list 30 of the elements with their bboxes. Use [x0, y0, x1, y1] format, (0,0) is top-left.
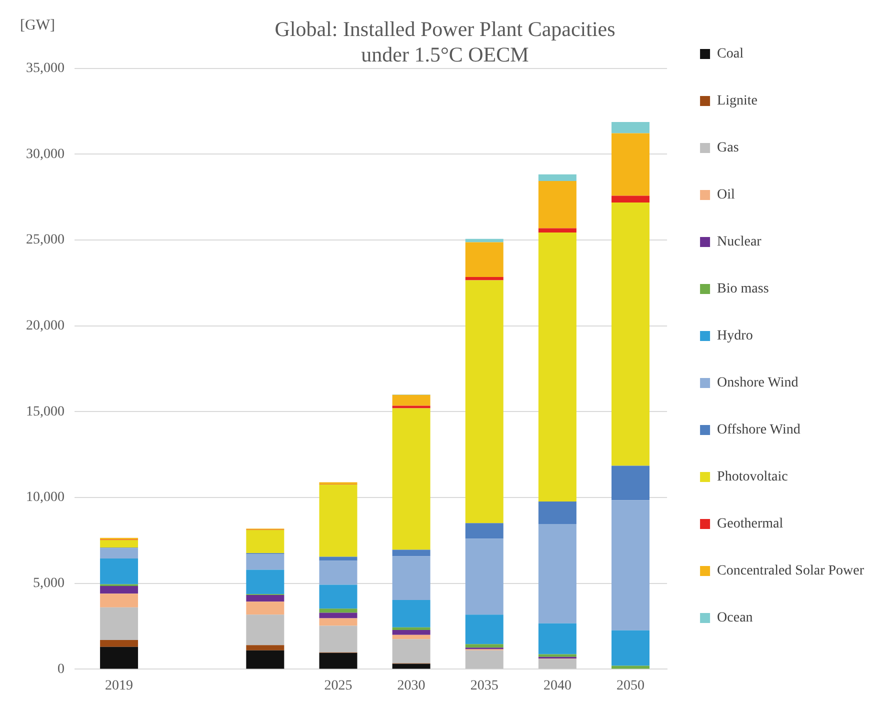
legend-label: Coal	[717, 46, 744, 62]
x-tick-label: 2050	[616, 678, 645, 694]
y-tick-label: 35,000	[26, 61, 64, 76]
legend-label: Concentraled Solar Power	[717, 564, 864, 579]
y-tick-label: 30,000	[26, 146, 64, 162]
legend-label: Lignite	[717, 94, 758, 109]
x-tick-label: 2035	[470, 678, 498, 694]
y-axis-title: [GW]	[20, 17, 55, 34]
legend-label: Nuclear	[717, 234, 762, 250]
y-tick-label: 20,000	[26, 318, 64, 334]
legend-label: Offshore Wind	[717, 422, 800, 438]
text: Global: Installed Power Plant Capacities	[274, 17, 616, 42]
x-tick-label: 2030	[397, 678, 426, 694]
y-tick-label: 5,000	[33, 576, 64, 592]
x-tick-label: 2040	[543, 678, 572, 694]
legend-label: Ocean	[717, 610, 753, 626]
y-tick-label: 25,000	[26, 232, 64, 248]
legend-label: Gas	[717, 140, 739, 156]
legend-label: Hydro	[717, 328, 753, 344]
legend-label: Oil	[717, 188, 736, 203]
y-tick-label: 15,000	[26, 404, 64, 420]
legend-label: Bio mass	[717, 282, 769, 297]
y-tick-label: 0	[58, 662, 64, 677]
legend-label: Photovoltaic	[717, 470, 788, 485]
text: under 1.5°C OECM	[361, 42, 529, 66]
x-tick-label: 2025	[324, 678, 352, 694]
y-tick-label: 10,000	[26, 490, 64, 506]
legend-label: Geothermal	[717, 516, 784, 532]
legend-label: Onshore Wind	[717, 376, 798, 391]
x-tick-label: 2019	[105, 678, 134, 694]
